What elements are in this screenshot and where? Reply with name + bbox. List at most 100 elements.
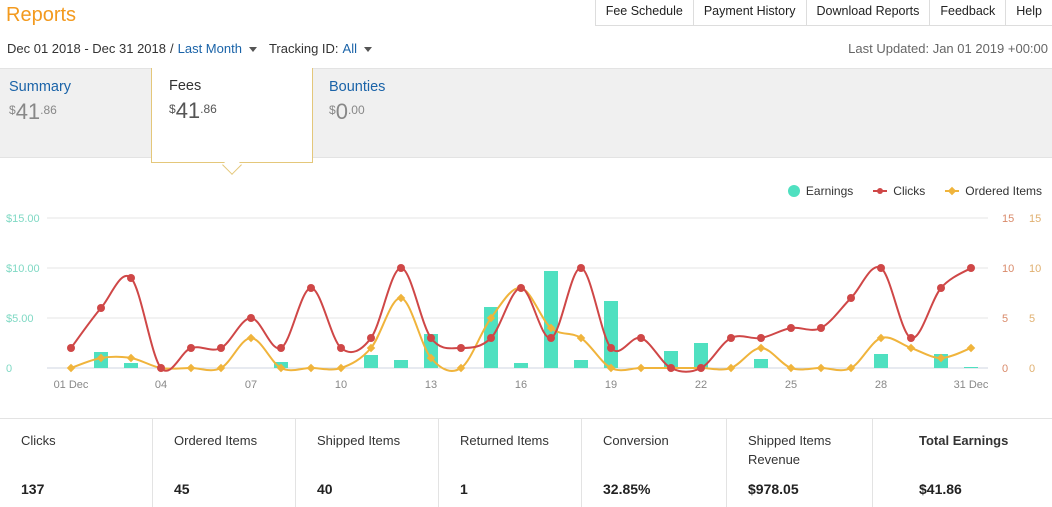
payment-history-button[interactable]: Payment History bbox=[692, 0, 806, 26]
y-right-tick-label: 5 bbox=[1002, 313, 1008, 325]
clicks-point bbox=[667, 364, 675, 372]
earnings-bar bbox=[604, 301, 618, 368]
stat-clicks-label: Clicks bbox=[21, 433, 56, 448]
ordered-items-point bbox=[636, 363, 646, 373]
tab-fees[interactable]: Fees $41.86 bbox=[151, 68, 313, 163]
stat-ordered-items: Ordered Items 45 bbox=[153, 419, 296, 507]
stat-shipped-items-label: Shipped Items bbox=[317, 433, 401, 448]
clicks-point bbox=[337, 344, 345, 352]
clicks-point bbox=[967, 264, 975, 272]
legend-earnings[interactable]: Earnings bbox=[787, 184, 854, 198]
legend-earnings-label: Earnings bbox=[805, 184, 854, 198]
clicks-line bbox=[70, 265, 972, 373]
stat-total-earnings-value: $41.86 bbox=[919, 481, 962, 497]
stat-shipped-items: Shipped Items 40 bbox=[296, 419, 439, 507]
earnings-bar bbox=[124, 363, 138, 368]
clicks-point bbox=[157, 364, 165, 372]
page-title: Reports bbox=[6, 4, 77, 26]
tracking-id-value: All bbox=[342, 41, 357, 56]
stat-total-earnings: Total Earnings $41.86 bbox=[873, 419, 1052, 507]
help-button[interactable]: Help bbox=[1005, 0, 1052, 26]
clicks-point bbox=[127, 274, 135, 282]
ordered-items-point bbox=[486, 313, 496, 323]
clicks-point bbox=[907, 334, 915, 342]
chart-legend: Earnings Clicks Ordered Items bbox=[768, 184, 1042, 198]
stat-conversion-label: Conversion bbox=[603, 433, 669, 448]
ordered-items-point bbox=[546, 323, 556, 333]
clicks-point bbox=[427, 334, 435, 342]
clicks-point bbox=[937, 284, 945, 292]
stat-total-earnings-label: Total Earnings bbox=[919, 433, 1009, 448]
last-updated-text: Last Updated: Jan 01 2019 +00:00 bbox=[848, 41, 1048, 56]
y-right-tick-label: 15 bbox=[1002, 213, 1014, 225]
ordered-items-point bbox=[966, 343, 976, 353]
report-tabs: Summary $41.86 Fees $41.86 Bounties $0.0… bbox=[0, 68, 1052, 163]
ordered-items-point bbox=[366, 343, 376, 353]
filter-bar: Dec 01 2018 - Dec 31 2018 / Last Month T… bbox=[7, 41, 372, 56]
x-tick-label: 07 bbox=[245, 379, 257, 391]
top-navigation: Fee Schedule Payment History Download Re… bbox=[594, 0, 1052, 26]
ordered-items-point bbox=[216, 363, 226, 373]
clicks-point bbox=[247, 314, 255, 322]
date-range-separator: / bbox=[170, 41, 174, 56]
clicks-point bbox=[397, 264, 405, 272]
ordered-items-point bbox=[576, 333, 586, 343]
tracking-id-dropdown[interactable]: All bbox=[343, 41, 372, 56]
y-right-tick-label: 5 bbox=[1029, 313, 1035, 325]
earnings-bar bbox=[874, 354, 888, 368]
stats-summary: Clicks 137 Ordered Items 45 Shipped Item… bbox=[0, 418, 1052, 507]
tab-summary-amount: $41.86 bbox=[9, 99, 57, 124]
stat-ordered-items-label: Ordered Items bbox=[174, 433, 258, 448]
stat-clicks: Clicks 137 bbox=[0, 419, 153, 507]
earnings-bar bbox=[544, 271, 558, 368]
clicks-point bbox=[577, 264, 585, 272]
legend-clicks-label: Clicks bbox=[893, 184, 926, 198]
legend-ordered-items-label: Ordered Items bbox=[965, 184, 1042, 198]
clicks-point bbox=[517, 284, 525, 292]
x-tick-label: 01 Dec bbox=[54, 379, 89, 391]
stat-conversion-value: 32.85% bbox=[603, 481, 651, 497]
period-dropdown[interactable]: Last Month bbox=[178, 41, 257, 56]
legend-ordered-items[interactable]: Ordered Items bbox=[945, 184, 1042, 198]
clicks-point bbox=[787, 324, 795, 332]
feedback-button[interactable]: Feedback bbox=[929, 0, 1006, 26]
download-reports-button[interactable]: Download Reports bbox=[805, 0, 930, 26]
ordered-items-point bbox=[816, 363, 826, 373]
ordered-items-point bbox=[336, 363, 346, 373]
stat-clicks-value: 137 bbox=[21, 481, 45, 497]
tab-summary[interactable]: Summary $41.86 bbox=[0, 69, 151, 159]
earnings-bar bbox=[364, 355, 378, 368]
x-tick-label: 10 bbox=[335, 379, 347, 391]
period-dropdown-label: Last Month bbox=[177, 41, 242, 56]
y-left-tick-label: $5.00 bbox=[6, 313, 34, 325]
ordered-items-point bbox=[876, 333, 886, 343]
y-right-tick-label: 0 bbox=[1029, 363, 1035, 375]
stat-returned-items-label: Returned Items bbox=[460, 433, 549, 448]
clicks-point bbox=[97, 304, 105, 312]
ordered-items-point bbox=[936, 353, 946, 363]
tab-bounties[interactable]: Bounties $0.00 bbox=[320, 69, 480, 159]
tab-summary-label: Summary bbox=[9, 79, 72, 95]
clicks-point bbox=[187, 344, 195, 352]
ordered-items-point bbox=[66, 363, 76, 373]
fee-schedule-button[interactable]: Fee Schedule bbox=[594, 0, 693, 26]
y-right-tick-label: 10 bbox=[1029, 263, 1041, 275]
tab-fees-label: Fees bbox=[169, 78, 202, 94]
tab-bounties-label: Bounties bbox=[329, 79, 386, 95]
earnings-legend-icon bbox=[787, 185, 800, 197]
y-left-tick-label: $15.00 bbox=[6, 213, 40, 225]
chevron-down-icon bbox=[364, 47, 372, 52]
legend-clicks[interactable]: Clicks bbox=[873, 184, 925, 198]
x-tick-label: 16 bbox=[515, 379, 527, 391]
clicks-point bbox=[727, 334, 735, 342]
ordered-items-point bbox=[456, 363, 466, 373]
clicks-point bbox=[607, 344, 615, 352]
clicks-point bbox=[457, 344, 465, 352]
clicks-point bbox=[547, 334, 555, 342]
ordered-items-point bbox=[906, 343, 916, 353]
stat-conversion: Conversion 32.85% bbox=[582, 419, 727, 507]
clicks-point bbox=[277, 344, 285, 352]
ordered-items-legend-icon bbox=[945, 186, 960, 196]
stat-shipped-revenue-value: $978.05 bbox=[748, 481, 799, 497]
clicks-point bbox=[757, 334, 765, 342]
